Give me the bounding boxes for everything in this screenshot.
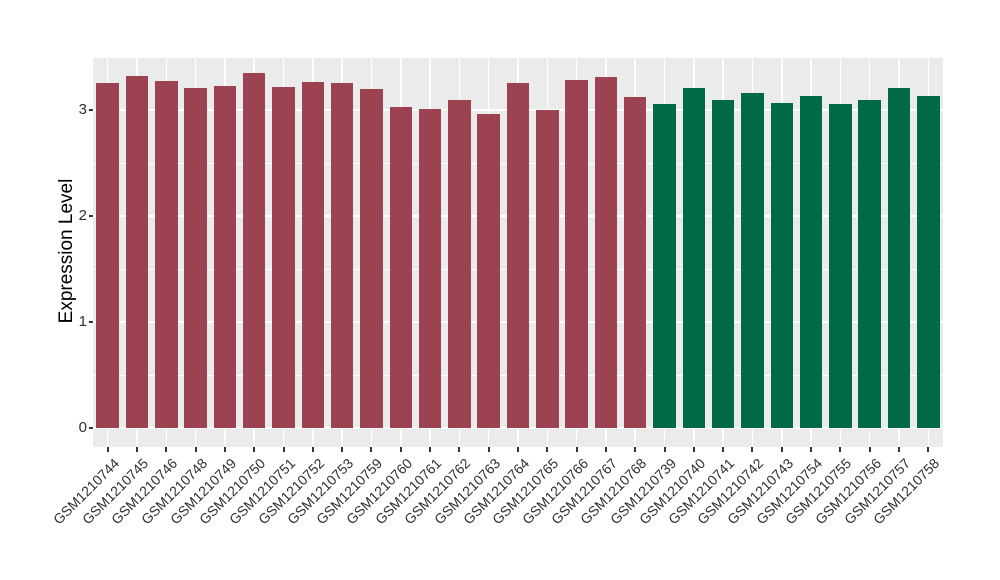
x-tick-mark <box>692 447 695 452</box>
bar-GSM1210768 <box>623 97 647 428</box>
bar-GSM1210764 <box>506 83 530 428</box>
y-tick-mark <box>89 214 93 217</box>
x-tick-mark <box>253 447 256 452</box>
x-tick-mark <box>780 447 783 452</box>
bar-GSM1210766 <box>565 80 588 428</box>
bar-GSM1210745 <box>125 76 149 428</box>
bar-GSM1210751 <box>272 86 295 428</box>
bar-GSM1210759 <box>360 88 383 428</box>
x-tick-mark <box>487 447 490 452</box>
bar-GSM1210739 <box>653 103 676 428</box>
x-tick-mark <box>810 447 813 452</box>
bar-GSM1210741 <box>711 100 735 428</box>
bar-GSM1210744 <box>96 83 119 428</box>
x-tick-mark <box>604 447 607 452</box>
x-tick-mark <box>517 447 519 452</box>
x-tick-mark <box>868 447 871 452</box>
y-tick-mark <box>89 320 93 323</box>
bar-GSM1210765 <box>536 109 559 428</box>
bar-GSM1210761 <box>418 108 442 428</box>
bar-GSM1210748 <box>184 87 207 428</box>
y-tick-label: 0 <box>78 418 87 436</box>
x-tick-mark <box>370 447 373 452</box>
bar-GSM1210760 <box>389 106 412 428</box>
bar-GSM1210754 <box>799 96 823 428</box>
x-tick-mark <box>106 447 109 452</box>
bar-GSM1210762 <box>448 100 471 428</box>
x-tick-mark <box>458 447 461 452</box>
x-tick-mark <box>575 447 578 452</box>
bar-GSM1210742 <box>741 93 764 428</box>
bar-GSM1210767 <box>594 77 618 428</box>
bar-GSM1210750 <box>242 72 266 428</box>
x-tick-mark <box>194 447 197 452</box>
x-tick-mark <box>751 447 754 452</box>
y-tick-mark <box>89 426 93 429</box>
x-tick-mark <box>135 447 138 452</box>
bar-GSM1210758 <box>917 96 940 428</box>
bar-GSM1210755 <box>829 103 852 428</box>
x-tick-mark <box>722 447 725 452</box>
bar-GSM1210756 <box>858 100 881 428</box>
x-tick-mark <box>341 447 344 452</box>
y-axis-title: Expression Level <box>56 178 77 324</box>
x-tick-mark <box>634 447 637 452</box>
bar-GSM1210740 <box>682 87 706 428</box>
x-tick-mark <box>399 447 402 452</box>
y-tick-mark <box>89 108 93 111</box>
bar-GSM1210763 <box>477 114 500 428</box>
y-tick-label: 3 <box>78 100 87 118</box>
y-tick-label: 1 <box>78 312 87 330</box>
x-tick-mark <box>429 447 432 452</box>
x-tick-mark <box>927 447 930 452</box>
x-tick-mark <box>282 447 285 452</box>
bar-GSM1210749 <box>213 85 237 428</box>
x-tick-mark <box>165 447 168 452</box>
x-tick-mark <box>898 447 901 452</box>
x-tick-mark <box>223 447 226 452</box>
bar-GSM1210757 <box>887 87 911 428</box>
x-tick-mark <box>311 447 314 452</box>
bar-GSM1210753 <box>330 83 354 428</box>
bar-GSM1210746 <box>155 81 178 428</box>
plot-panel <box>93 57 943 447</box>
x-tick-mark <box>839 447 842 452</box>
y-tick-label: 2 <box>78 206 87 224</box>
x-tick-mark <box>663 447 666 452</box>
bar-GSM1210743 <box>770 102 794 428</box>
bar-GSM1210752 <box>301 82 325 428</box>
x-tick-mark <box>546 447 549 452</box>
